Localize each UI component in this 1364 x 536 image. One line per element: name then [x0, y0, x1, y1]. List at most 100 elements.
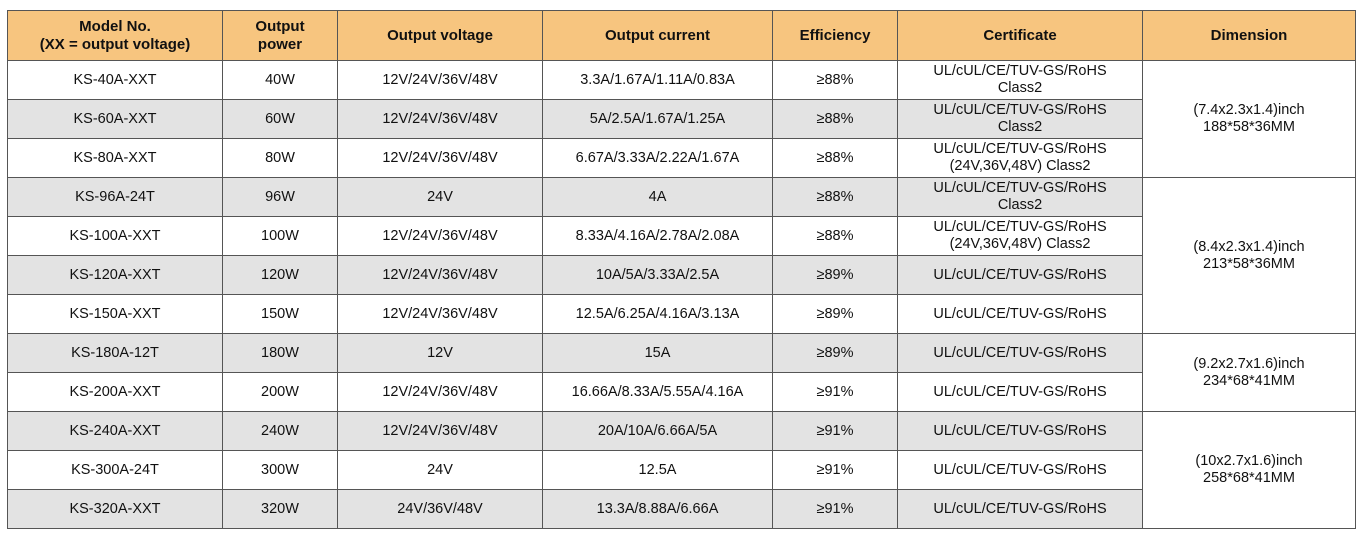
dimension-mm: 258*68*41MM	[1203, 470, 1295, 486]
cell-voltage: 12V/24V/36V/48V	[337, 255, 543, 295]
dimension-inch: (9.2x2.7x1.6)inch	[1193, 355, 1305, 372]
header-row: Model No. (XX = output voltage) Output pow…	[7, 10, 1356, 61]
cell-efficiency: ≥91%	[772, 450, 898, 490]
cell-current: 8.33A/4.16A/2.78A/2.08A	[542, 216, 773, 256]
cell-power: 320W	[222, 489, 338, 529]
cell-model: KS-240A-XXT	[7, 411, 223, 451]
cell-certificate: UL/cUL/CE/TUV-GS/RoHS	[897, 294, 1143, 334]
cell-certificate: UL/cUL/CE/TUV-GS/RoHS Class2	[897, 99, 1143, 139]
cell-voltage: 24V	[337, 450, 543, 490]
cell-voltage: 12V	[337, 333, 543, 373]
cell-voltage: 12V/24V/36V/48V	[337, 99, 543, 139]
cell-dimension: (10x2.7x1.6)inch 258*68*41MM	[1142, 411, 1356, 529]
dimension-inch: (7.4x2.3x1.4)inch	[1193, 102, 1305, 118]
cell-power: 60W	[222, 99, 338, 139]
certificate-line: Class2	[997, 119, 1043, 135]
certificate-line: (24V,36V,48V) Class2	[949, 158, 1091, 174]
cell-power: 80W	[222, 138, 338, 178]
cell-power: 300W	[222, 450, 338, 490]
cell-certificate: UL/cUL/CE/TUV-GS/RoHS	[897, 489, 1143, 529]
table-row: KS-320A-XXT 320W 24V/36V/48V 13.3A/8.88A/6.…	[7, 489, 1356, 529]
dimension-inch: (8.4x2.3x1.4)inch	[1193, 238, 1305, 255]
spec-table: Model No. (XX = output voltage) Output pow…	[7, 10, 1356, 529]
cell-current: 15A	[542, 333, 773, 373]
certificate-line: UL/cUL/CE/TUV-GS/RoHS	[933, 383, 1107, 400]
cell-power: 240W	[222, 411, 338, 451]
table-row: KS-120A-XXT 120W 12V/24V/36V/48V 10A/5A/3.3…	[7, 255, 1356, 295]
header-dimension: Dimension	[1142, 10, 1356, 61]
cell-efficiency: ≥88%	[772, 60, 898, 100]
cell-voltage: 12V/24V/36V/48V	[337, 138, 543, 178]
cell-model: KS-120A-XXT	[7, 255, 223, 295]
cell-current: 6.67A/3.33A/2.22A/1.67A	[542, 138, 773, 178]
cell-efficiency: ≥91%	[772, 489, 898, 529]
cell-current: 4A	[542, 177, 773, 217]
certificate-line: UL/cUL/CE/TUV-GS/RoHS	[933, 344, 1107, 361]
table-row: KS-96A-24T 96W 24V 4A ≥88% UL/cUL/CE/TUV-GS/R…	[7, 177, 1356, 334]
cell-dimension: (9.2x2.7x1.6)inch 234*68*41MM	[1142, 333, 1356, 412]
cell-certificate: UL/cUL/CE/TUV-GS/RoHS	[897, 411, 1143, 451]
table-row: KS-40A-XXT 40W 12V/24V/36V/48V 3.3A/1.67A/1…	[7, 60, 1356, 178]
table-row: KS-150A-XXT 150W 12V/24V/36V/48V 12.5A/6.25…	[7, 294, 1356, 334]
cell-power: 180W	[222, 333, 338, 373]
cell-model: KS-200A-XXT	[7, 372, 223, 412]
certificate-line: Class2	[997, 80, 1043, 96]
cell-current: 12.5A	[542, 450, 773, 490]
certificate-line: UL/cUL/CE/TUV-GS/RoHS	[933, 500, 1107, 517]
cell-efficiency: ≥89%	[772, 255, 898, 295]
cell-certificate: UL/cUL/CE/TUV-GS/RoHS	[897, 372, 1143, 412]
cell-voltage: 12V/24V/36V/48V	[337, 411, 543, 451]
table-row: KS-100A-XXT 100W 12V/24V/36V/48V 8.33A/4.16…	[7, 216, 1356, 256]
cell-dimension: (7.4x2.3x1.4)inch 188*58*36MM	[1142, 60, 1356, 178]
cell-model: KS-150A-XXT	[7, 294, 223, 334]
cell-power: 40W	[222, 60, 338, 100]
cell-current: 20A/10A/6.66A/5A	[542, 411, 773, 451]
cell-model: KS-96A-24T	[7, 177, 223, 217]
cell-power: 120W	[222, 255, 338, 295]
certificate-line: Class2	[997, 197, 1043, 213]
cell-voltage: 12V/24V/36V/48V	[337, 294, 543, 334]
table-row: KS-180A-12T 180W 12V 15A ≥89% UL/cUL/CE/TUV-G…	[7, 333, 1356, 412]
cell-power: 100W	[222, 216, 338, 256]
cell-current: 12.5A/6.25A/4.16A/3.13A	[542, 294, 773, 334]
cell-power: 96W	[222, 177, 338, 217]
cell-efficiency: ≥88%	[772, 177, 898, 217]
table-row: KS-240A-XXT 240W 12V/24V/36V/48V 20A/10A/6.…	[7, 411, 1356, 529]
cell-certificate: UL/cUL/CE/TUV-GS/RoHS Class2	[897, 177, 1143, 217]
cell-certificate: UL/cUL/CE/TUV-GS/RoHS	[897, 450, 1143, 490]
header-power: Output power	[222, 10, 338, 61]
cell-current: 16.66A/8.33A/5.55A/4.16A	[542, 372, 773, 412]
cell-efficiency: ≥88%	[772, 99, 898, 139]
cell-voltage: 12V/24V/36V/48V	[337, 60, 543, 100]
cell-voltage: 24V/36V/48V	[337, 489, 543, 529]
dimension-mm: 213*58*36MM	[1203, 255, 1295, 272]
cell-certificate: UL/cUL/CE/TUV-GS/RoHS	[897, 255, 1143, 295]
cell-current: 3.3A/1.67A/1.11A/0.83A	[542, 60, 773, 100]
header-voltage: Output voltage	[337, 10, 543, 61]
cell-certificate: UL/cUL/CE/TUV-GS/RoHS	[897, 333, 1143, 373]
cell-model: KS-80A-XXT	[7, 138, 223, 178]
cell-power: 200W	[222, 372, 338, 412]
cell-voltage: 24V	[337, 177, 543, 217]
cell-model: KS-320A-XXT	[7, 489, 223, 529]
cell-voltage: 12V/24V/36V/48V	[337, 372, 543, 412]
certificate-line: UL/cUL/CE/TUV-GS/RoHS	[933, 141, 1107, 157]
certificate-line: UL/cUL/CE/TUV-GS/RoHS	[933, 422, 1107, 439]
cell-current: 13.3A/8.88A/6.66A	[542, 489, 773, 529]
header-certificate: Certificate	[897, 10, 1143, 61]
header-current: Output current	[542, 10, 773, 61]
certificate-line: UL/cUL/CE/TUV-GS/RoHS	[933, 102, 1107, 118]
table-row: KS-60A-XXT 60W 12V/24V/36V/48V 5A/2.5A/1.67…	[7, 99, 1356, 139]
cell-certificate: UL/cUL/CE/TUV-GS/RoHS Class2	[897, 60, 1143, 100]
cell-efficiency: ≥89%	[772, 333, 898, 373]
cell-voltage: 12V/24V/36V/48V	[337, 216, 543, 256]
cell-model: KS-40A-XXT	[7, 60, 223, 100]
cell-model: KS-300A-24T	[7, 450, 223, 490]
cell-efficiency: ≥88%	[772, 216, 898, 256]
certificate-line: UL/cUL/CE/TUV-GS/RoHS	[933, 180, 1107, 196]
header-efficiency: Efficiency	[772, 10, 898, 61]
cell-dimension: (8.4x2.3x1.4)inch 213*58*36MM	[1142, 177, 1356, 334]
cell-efficiency: ≥88%	[772, 138, 898, 178]
dimension-mm: 234*68*41MM	[1203, 372, 1295, 389]
certificate-line: UL/cUL/CE/TUV-GS/RoHS	[933, 63, 1107, 79]
